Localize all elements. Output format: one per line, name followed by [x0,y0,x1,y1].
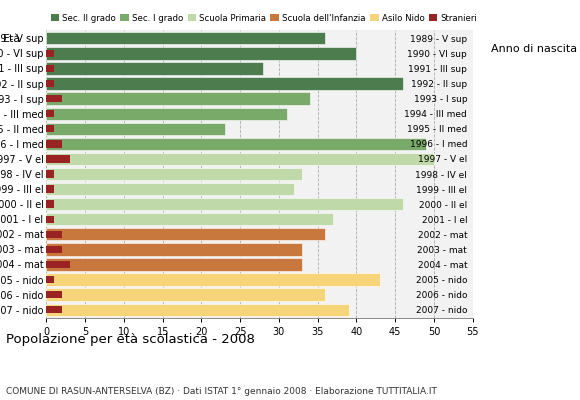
Bar [46,122,224,135]
Bar [46,213,333,226]
Bar [46,77,403,90]
Bar [46,288,325,301]
Bar [46,80,54,87]
Bar [46,228,325,240]
Bar [46,155,70,163]
Bar [46,170,54,178]
Bar [46,276,54,283]
Bar [46,47,357,60]
Bar [46,50,54,57]
Bar [46,168,302,180]
Bar [46,304,349,316]
Bar [46,92,310,105]
Bar [46,243,302,256]
Text: Popolazione per età scolastica - 2008: Popolazione per età scolastica - 2008 [6,333,255,346]
Bar [46,231,62,238]
Bar [46,138,426,150]
Bar [46,65,54,72]
Text: Anno di nascita: Anno di nascita [491,44,577,54]
Bar [46,125,54,132]
Bar [46,32,325,44]
Bar [46,273,380,286]
Bar [46,110,54,117]
Bar [46,246,62,253]
Bar [46,183,295,195]
Bar [46,198,403,210]
Bar [46,261,70,268]
Text: COMUNE DI RASUN-ANTERSELVA (BZ) · Dati ISTAT 1° gennaio 2008 · Elaborazione TUTT: COMUNE DI RASUN-ANTERSELVA (BZ) · Dati I… [6,387,437,396]
Bar [46,108,287,120]
Bar [46,140,62,148]
Bar [46,153,434,165]
Bar [46,62,263,75]
Bar [46,291,62,298]
Bar [46,185,54,193]
Bar [46,306,62,314]
Bar [46,216,54,223]
Text: Età: Età [3,34,21,44]
Bar [46,200,54,208]
Bar [46,95,62,102]
Legend: Sec. II grado, Sec. I grado, Scuola Primaria, Scuola dell'Infanzia, Asilo Nido, : Sec. II grado, Sec. I grado, Scuola Prim… [50,14,477,23]
Bar [46,258,302,271]
